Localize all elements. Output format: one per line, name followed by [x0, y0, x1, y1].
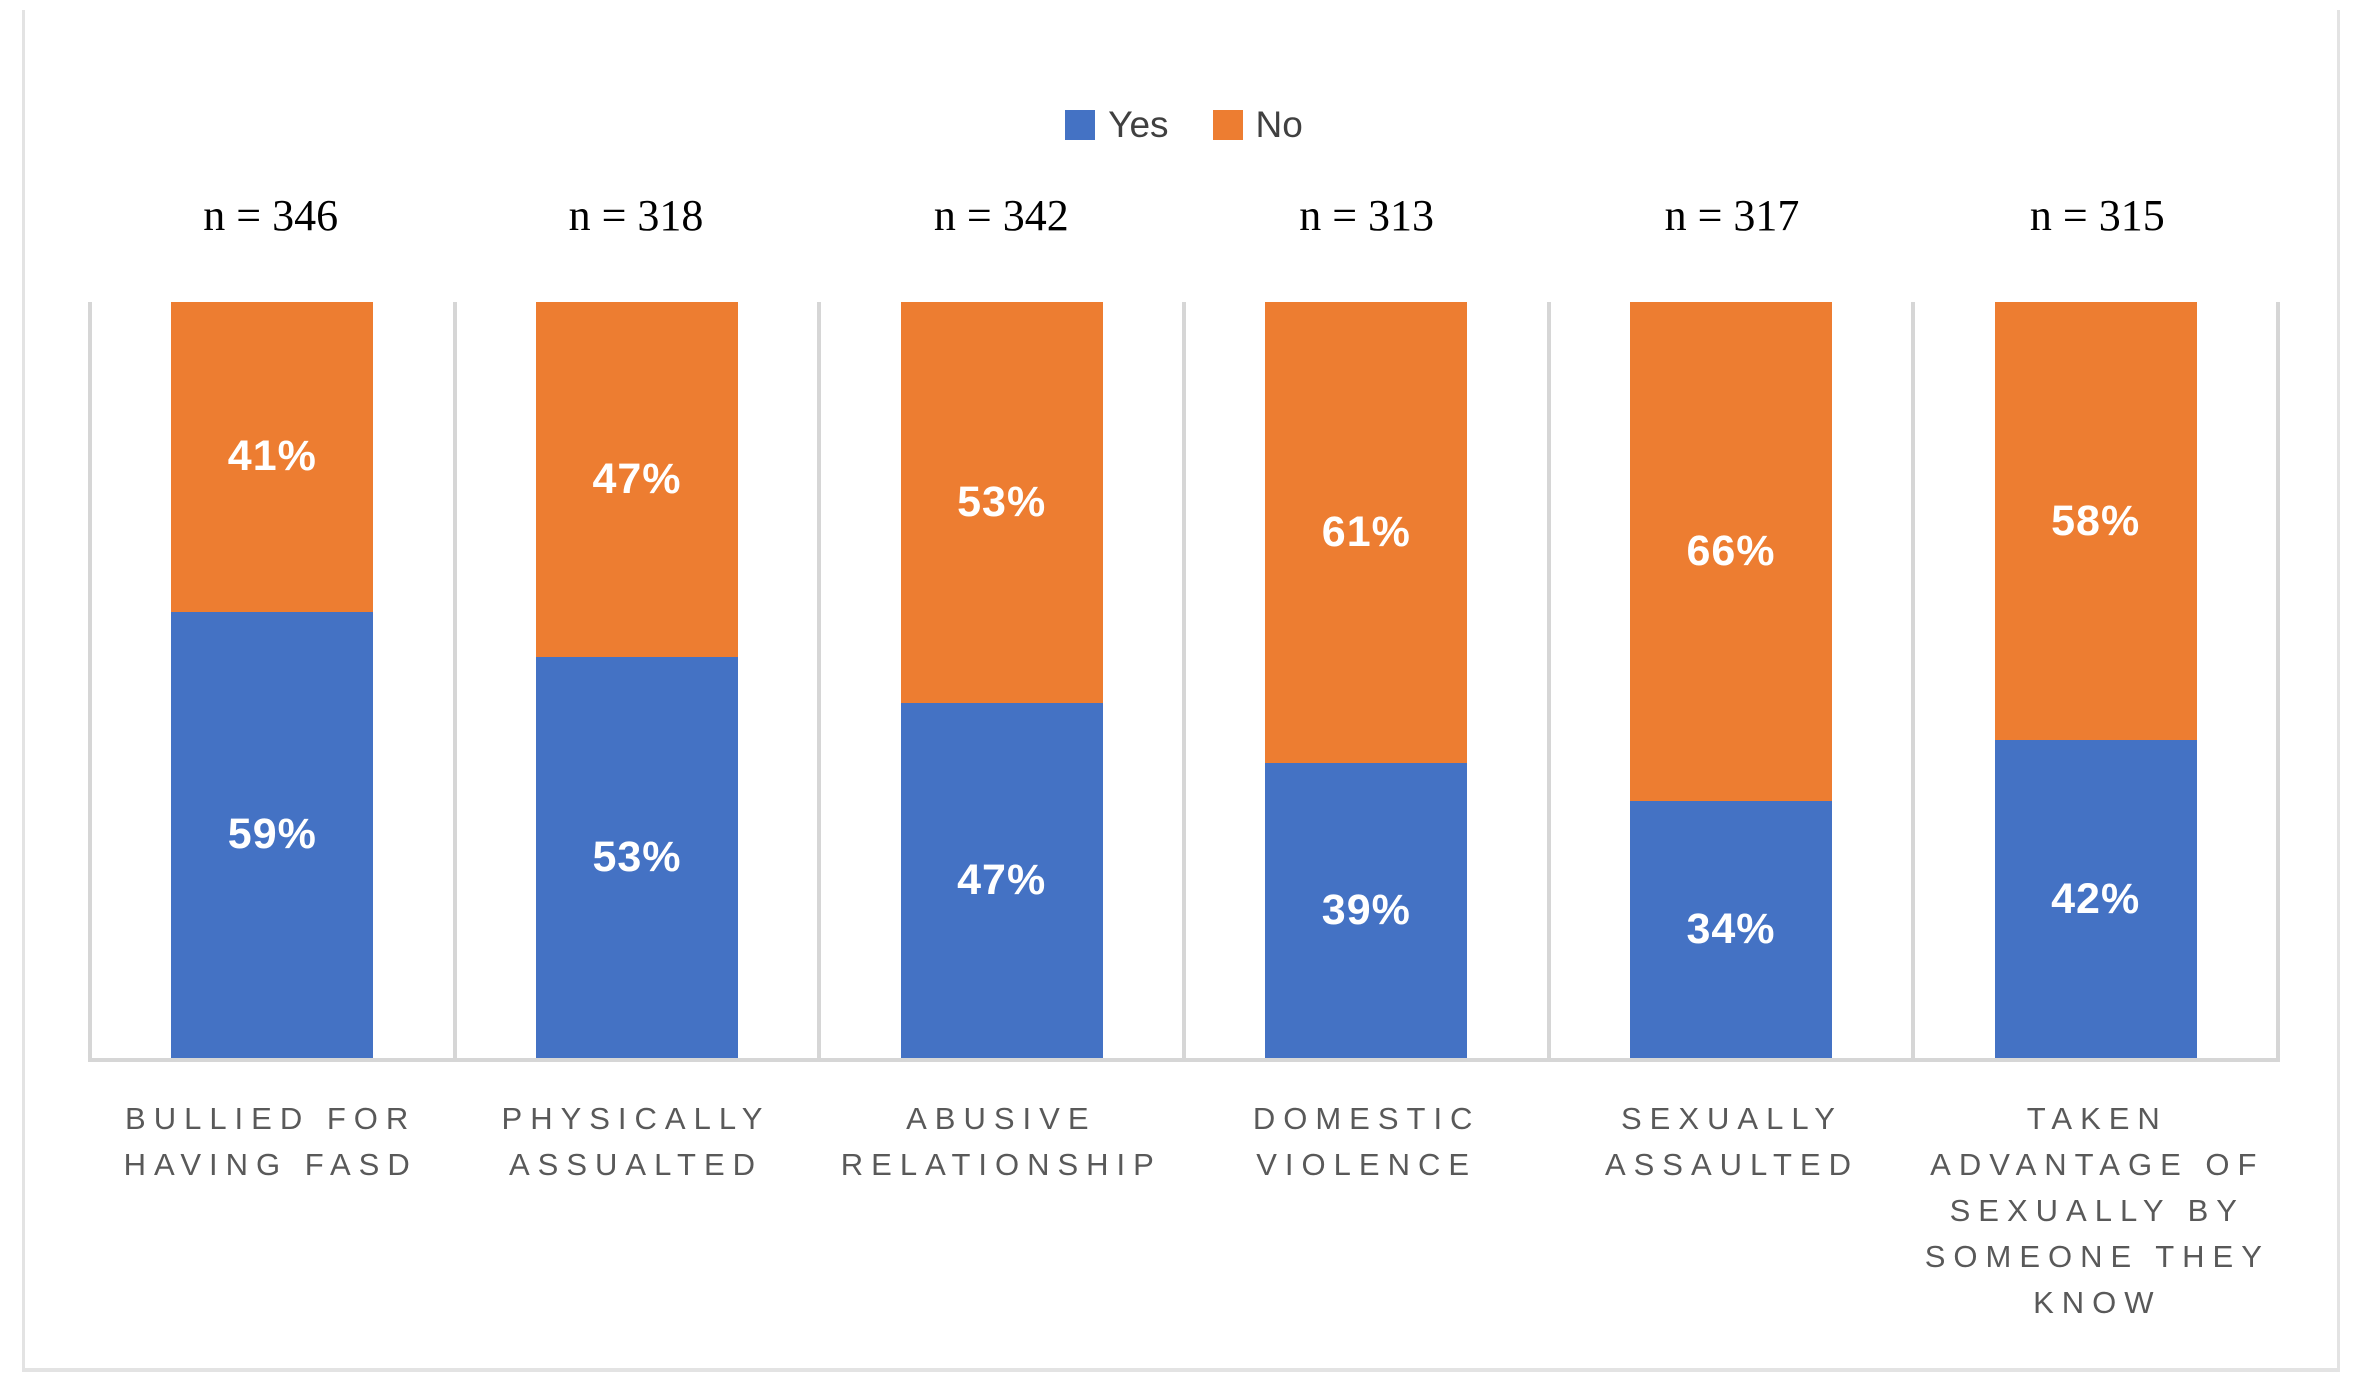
- chart-frame: [22, 10, 2340, 1372]
- category-label: PHYSICALLY ASSUALTED: [501, 1101, 771, 1182]
- no-segment: 53%: [900, 302, 1103, 703]
- no-segment: 41%: [171, 302, 374, 612]
- no-value-label: 58%: [2051, 496, 2141, 545]
- category-label: BULLIED FOR HAVING FASD: [123, 1101, 418, 1182]
- category-label: TAKEN ADVANTAGE OF SEXUALLY BY SOMEONE T…: [1924, 1101, 2270, 1320]
- no-segment: 66%: [1630, 302, 1832, 801]
- category-label: ABUSIVE RELATIONSHIP: [840, 1101, 1162, 1182]
- stacked-bar: 66% 34%: [1630, 302, 1832, 1058]
- sample-size-label: n = 317: [1664, 191, 1800, 240]
- bar-column-physically: 47% 53%: [452, 302, 818, 1058]
- sample-size-label: n = 318: [568, 191, 704, 240]
- legend-no-label: No: [1255, 104, 1303, 145]
- plot-area: 41% 59% 47% 53% 53%: [88, 302, 2281, 1062]
- yes-value-label: 47%: [957, 855, 1047, 904]
- yes-segment: 39%: [1265, 763, 1468, 1058]
- no-segment: 47%: [536, 302, 738, 658]
- category-label: SEXUALLY ASSAULTED: [1604, 1101, 1859, 1182]
- no-segment: 58%: [1994, 302, 2197, 741]
- sample-size-label: n = 342: [933, 191, 1069, 240]
- sample-size-label: n = 315: [2029, 191, 2165, 240]
- yes-segment: 59%: [171, 611, 374, 1058]
- stacked-bar: 58% 42%: [1994, 302, 2197, 1058]
- stacked-bar: 41% 59%: [171, 302, 374, 1058]
- category-axis: BULLIED FOR HAVING FASD PHYSICALLY ASSUA…: [88, 1096, 2280, 1326]
- no-value-label: 53%: [957, 477, 1047, 526]
- category-label: DOMESTIC VIOLENCE: [1252, 1101, 1481, 1182]
- no-value-label: 47%: [592, 455, 682, 504]
- bar-column-domestic: 61% 39%: [1182, 302, 1547, 1058]
- bar-column-abusive: 53% 47%: [817, 302, 1182, 1058]
- sample-size-row: n = 346 n = 318 n = 342 n = 313 n = 317 …: [88, 190, 2280, 241]
- sample-size-label: n = 313: [1299, 191, 1435, 240]
- yes-segment: 53%: [536, 657, 738, 1058]
- yes-value-label: 59%: [227, 810, 317, 859]
- legend: Yes No: [0, 104, 2368, 146]
- bar-column-taken-advantage: 58% 42%: [1911, 302, 2281, 1058]
- bar-column-bullied: 41% 59%: [88, 302, 453, 1058]
- no-value-label: 41%: [227, 432, 317, 481]
- no-value-label: 61%: [1321, 508, 1411, 557]
- sample-size-label: n = 346: [203, 191, 339, 240]
- yes-segment: 47%: [900, 702, 1103, 1058]
- yes-value-label: 34%: [1686, 904, 1776, 953]
- legend-item-no: No: [1212, 104, 1303, 146]
- legend-yes-swatch-icon: [1065, 110, 1096, 140]
- yes-segment: 42%: [1994, 740, 2197, 1058]
- stacked-bar: 53% 47%: [900, 302, 1103, 1058]
- legend-no-swatch-icon: [1212, 110, 1243, 140]
- stacked-bar: 47% 53%: [536, 302, 738, 1058]
- yes-value-label: 53%: [592, 833, 682, 882]
- no-value-label: 66%: [1686, 526, 1776, 575]
- yes-value-label: 42%: [2051, 874, 2141, 923]
- legend-yes-label: Yes: [1108, 104, 1169, 145]
- no-segment: 61%: [1265, 302, 1468, 764]
- yes-value-label: 39%: [1321, 886, 1411, 935]
- bar-column-sexually-assaulted: 66% 34%: [1546, 302, 1912, 1058]
- legend-item-yes: Yes: [1065, 104, 1169, 146]
- yes-segment: 34%: [1630, 800, 1832, 1058]
- stacked-bar: 61% 39%: [1265, 302, 1468, 1058]
